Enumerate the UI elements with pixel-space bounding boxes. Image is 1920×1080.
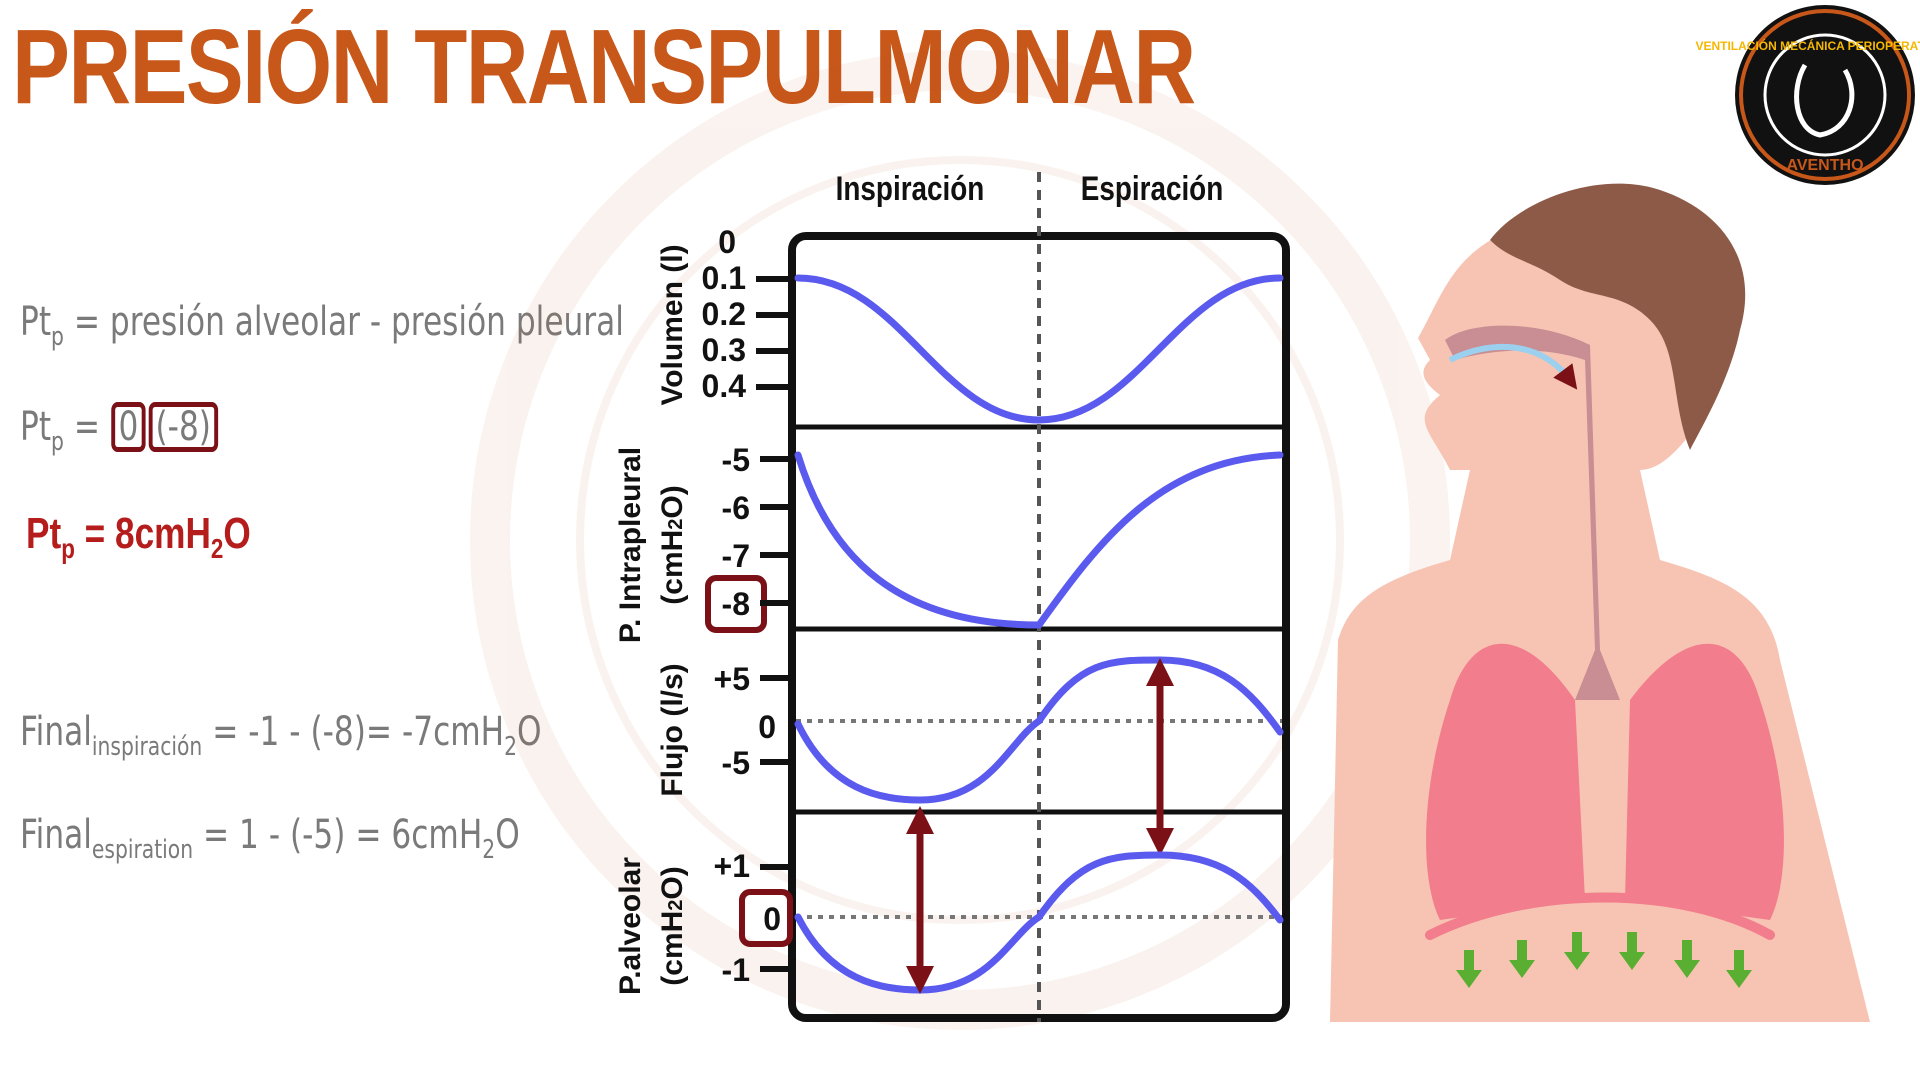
formula-result: Ptp = 8cmH2O [26,512,251,563]
equals-sign: = [63,404,110,450]
formula-transpulmonary-definition: Ptp = presión alveolar - presión pleural [20,302,624,350]
axis-label-volume: Volumen (l) [656,244,689,405]
highlight-box-zero [739,889,793,947]
final-end: O [495,812,520,858]
logo-text-bottom: AVENTHO [1786,157,1863,174]
formula-text: = presión alveolar - presión pleural [63,299,624,345]
logo-text-top: VENTILACIÓN MECÁNICA PERIOPERATORIA [1695,38,1920,53]
left-lung [1426,643,1585,920]
tick-label: 0 [718,224,736,260]
alveolar-value-box: 0 [111,402,146,452]
tick-label: -8 [722,586,750,622]
tick-label: 0.1 [702,260,746,296]
result-end: O [223,509,251,558]
alveolar-pressure-curve [794,851,1284,994]
flow-curve [794,656,1284,804]
pt-subscript: p [51,427,64,457]
axis-label-alveolar-unit: (cmH2O) [656,866,689,985]
tick-label: -1 [722,952,750,988]
tick-label: 0.2 [702,296,746,332]
diaphragm-down-arrows [1456,932,1752,988]
phase-inspiration-label: Inspiración [836,169,985,207]
panel-intrapleural: P. Intrapleural (cmH2O) -5 -6 -7 -8 [614,442,1284,643]
tick-label: -5 [722,442,750,478]
tick-label: -6 [722,490,750,526]
tick-label: 0 [763,901,781,937]
final-h2-subscript: 2 [504,732,518,762]
formula-final-expiration: Finalespiration = 1 - (-5) = 6cmH2O [20,815,520,863]
pt-symbol: Pt [20,404,52,450]
diaphragm [1425,892,1775,940]
final-subscript: espiration [91,835,194,865]
result-text: = 8cmH [74,509,211,558]
final-text: = -1 - (-8)= -7cmH [202,709,505,755]
phase-expiration-label: Espiración [1081,169,1223,207]
hair-icon [1490,183,1746,450]
final-text: = 1 - (-5) = 6cmH [193,812,483,858]
axis-label-intrapleural: P. Intrapleural [614,447,647,643]
volume-curve [794,274,1284,424]
axis-label-flow: Flujo (l/s) [656,663,689,796]
final-h2-subscript: 2 [482,835,496,865]
tick-label: -5 [722,745,750,781]
pt-symbol: Pt [26,509,62,558]
intrapleural-curve [794,451,1284,629]
pt-subscript: p [51,322,64,352]
final-subscript: inspiración [91,732,203,762]
tick-label: 0 [758,709,776,745]
aventho-logo: VENTILACIÓN MECÁNICA PERIOPERATORIA AVEN… [1695,5,1920,185]
final-end: O [517,709,542,755]
axis-label-intrapleural-unit: (cmH2O) [656,485,689,604]
tick-label: -7 [722,538,750,574]
formula-final-inspiration: Finalinspiración = -1 - (-8)= -7cmH2O [20,712,542,760]
pt-subscript: p [61,533,75,564]
human-anatomy-illustration [1330,183,1870,1022]
right-lung [1625,643,1784,920]
tick-label: +1 [714,848,750,884]
pt-symbol: Pt [20,299,52,345]
panel-alveolar: P.alveolar (cmH2O) +1 0 -1 [614,806,1284,995]
tick-label: 0.4 [702,368,747,404]
tick-label: +5 [714,661,750,697]
page-title: PRESIÓN TRANSPULMONAR [12,8,1196,126]
panel-flow: Flujo (l/s) +5 0 -5 [656,656,1284,856]
final-label: Final [20,812,92,858]
pleural-value-box: (-8) [148,402,218,452]
result-subscript: 2 [210,533,224,564]
final-label: Final [20,709,92,755]
watermark [470,50,1450,1030]
tick-label: 0.3 [702,332,746,368]
axis-label-alveolar: P.alveolar [614,857,647,995]
formula-transpulmonary-values: Ptp = 0 (-8) [20,402,220,455]
airway [1445,325,1620,700]
panel-volume: Volumen (l) 0 0.1 0.2 0.3 0.4 [656,224,1284,424]
air-flow-arrow [1448,343,1578,390]
logo-lung-icon [1794,63,1855,138]
